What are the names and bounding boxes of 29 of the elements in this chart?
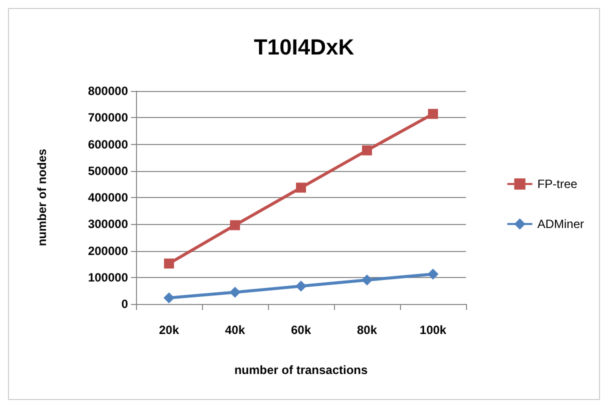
y-tick-label: 200000 xyxy=(88,244,128,258)
point xyxy=(362,274,372,286)
y-tick-label: 500000 xyxy=(88,164,128,178)
x-tick-label: 20k xyxy=(158,323,180,337)
point xyxy=(428,268,438,280)
y-tick-label: 0 xyxy=(121,297,128,311)
point xyxy=(230,286,240,298)
point xyxy=(164,258,174,269)
y-tick-label: 600000 xyxy=(88,137,128,152)
point xyxy=(164,292,174,304)
y-tick-label: 700000 xyxy=(88,110,128,125)
legend-label: ADMiner xyxy=(537,217,584,231)
x-tick-label: 100k xyxy=(420,323,447,337)
x-tick-label: 60k xyxy=(290,323,312,337)
y-tick-label: 800000 xyxy=(88,84,128,98)
point xyxy=(362,145,372,156)
point xyxy=(428,108,438,119)
x-axis-title: number of transactions xyxy=(234,363,368,377)
chart-title: T10I4DxK xyxy=(254,34,354,60)
point xyxy=(296,280,306,292)
y-tick-label: 400000 xyxy=(88,190,128,204)
x-tick-label: 40k xyxy=(224,323,246,337)
point xyxy=(230,220,240,230)
y-tick-label: 300000 xyxy=(88,217,128,232)
y-tick-label: 100000 xyxy=(88,270,128,284)
y-axis-title: number of nodes xyxy=(35,148,49,246)
x-tick-label: 80k xyxy=(356,323,378,337)
legend-label: FP-tree xyxy=(537,177,578,191)
point xyxy=(296,182,306,193)
